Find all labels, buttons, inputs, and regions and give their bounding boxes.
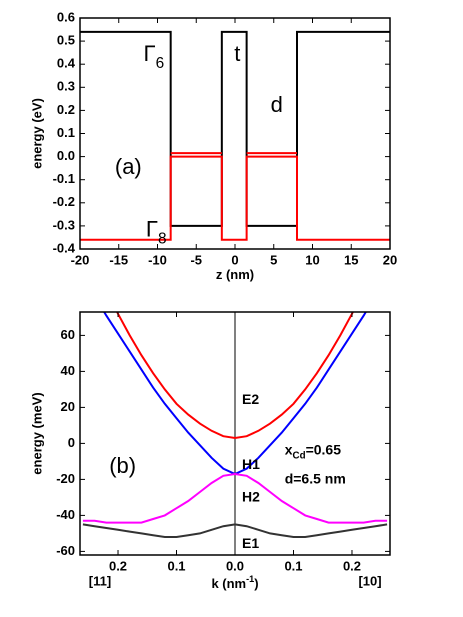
x-tick-label: -10 bbox=[148, 252, 167, 267]
y-tick-label: 0.6 bbox=[57, 9, 75, 24]
x-tick-label: -5 bbox=[190, 252, 202, 267]
y-tick-label: 0.2 bbox=[57, 102, 75, 117]
annotation: Γ6 bbox=[144, 41, 165, 72]
x-tick-label: -15 bbox=[109, 252, 128, 267]
subscript: Cd bbox=[293, 451, 306, 462]
annotation: Γ8 bbox=[146, 216, 167, 247]
y-tick-label: -40 bbox=[56, 507, 75, 522]
text-part: t bbox=[234, 41, 240, 66]
y-tick-label: 0.5 bbox=[57, 33, 75, 48]
text-part: d bbox=[271, 92, 283, 117]
series-line bbox=[80, 155, 390, 241]
subscript: 6 bbox=[156, 55, 165, 72]
subscript: 8 bbox=[158, 230, 167, 247]
plot-area bbox=[80, 30, 390, 241]
y-tick-label: 0 bbox=[68, 435, 75, 450]
text-part: (b) bbox=[109, 453, 136, 478]
annotation: t bbox=[234, 41, 240, 66]
y-tick-label: -60 bbox=[56, 543, 75, 558]
x-tick-label: 10 bbox=[305, 252, 319, 267]
y-tick-label: -0.2 bbox=[53, 194, 75, 209]
x-tick-label: 5 bbox=[270, 252, 277, 267]
y-tick-label: -0.4 bbox=[53, 240, 76, 255]
superscript: -1 bbox=[246, 574, 254, 584]
annotation: E1 bbox=[242, 535, 259, 551]
annotation: H1 bbox=[242, 456, 260, 472]
plot-area bbox=[82, 312, 388, 555]
x-tick-label: 0 bbox=[231, 252, 238, 267]
annotation: (a) bbox=[115, 154, 142, 179]
text-part: H1 bbox=[242, 456, 260, 472]
x-tick-label: 0.2 bbox=[109, 558, 127, 573]
text-part: Γ bbox=[144, 41, 156, 66]
y-tick-label: -20 bbox=[56, 471, 75, 486]
x-tick-label: 0.0 bbox=[226, 558, 244, 573]
x-tick-label: 0.1 bbox=[284, 558, 302, 573]
text-part: Γ bbox=[146, 216, 158, 241]
y-tick-label: 0.0 bbox=[57, 148, 75, 163]
y-axis-label: energy (meV) bbox=[29, 392, 44, 474]
text-part: k (nm bbox=[211, 576, 246, 591]
y-tick-label: 0.1 bbox=[57, 125, 75, 140]
x-tick-label: 0.1 bbox=[167, 558, 185, 573]
series-line bbox=[116, 312, 354, 440]
text-part: z (nm) bbox=[216, 267, 254, 282]
text-part: d=6.5 nm bbox=[285, 470, 346, 486]
y-axis-label: energy (eV) bbox=[29, 98, 44, 169]
text-part: (a) bbox=[115, 154, 142, 179]
annotation: d=6.5 nm bbox=[285, 470, 346, 486]
y-tick-label: -0.1 bbox=[53, 171, 75, 186]
series-line bbox=[82, 472, 388, 524]
x-tick-label: 0.2 bbox=[343, 558, 361, 573]
y-tick-label: 0.4 bbox=[57, 56, 76, 71]
x-tick-label: 20 bbox=[383, 252, 397, 267]
annotation: d bbox=[271, 92, 283, 117]
x-direction-label: [10] bbox=[358, 573, 381, 588]
text-part: E1 bbox=[242, 535, 259, 551]
annotation: (b) bbox=[109, 453, 136, 478]
annotation: xCd=0.65 bbox=[285, 441, 341, 461]
x-axis-label: k (nm-1) bbox=[211, 574, 258, 591]
y-tick-label: 40 bbox=[61, 363, 75, 378]
y-tick-label: 0.3 bbox=[57, 79, 75, 94]
y-tick-label: -0.3 bbox=[53, 217, 75, 232]
text-part: H2 bbox=[242, 488, 260, 504]
y-tick-label: 60 bbox=[61, 327, 75, 342]
annotation: H2 bbox=[242, 488, 260, 504]
text-part: E2 bbox=[242, 391, 259, 407]
x-tick-label: -20 bbox=[71, 252, 90, 267]
x-direction-label: [11] bbox=[89, 573, 111, 588]
annotation: E2 bbox=[242, 391, 259, 407]
text-part: x bbox=[285, 441, 293, 457]
series-line bbox=[80, 30, 390, 227]
x-axis-label: z (nm) bbox=[216, 267, 254, 282]
y-tick-label: 20 bbox=[61, 399, 75, 414]
text-part: =0.65 bbox=[306, 441, 342, 457]
series-line bbox=[82, 523, 388, 538]
x-tick-label: 15 bbox=[344, 252, 358, 267]
text-part: ) bbox=[254, 576, 258, 591]
